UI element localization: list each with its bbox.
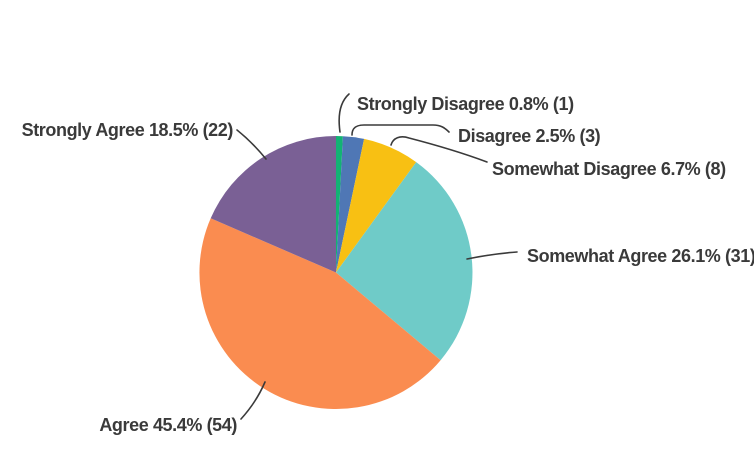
slice-label-somewhat-disagree: Somewhat Disagree 6.7% (8) (492, 159, 726, 179)
leader-line-agree (240, 381, 266, 420)
pie-slice-strongly-disagree (336, 136, 343, 273)
slice-label-somewhat-agree: Somewhat Agree 26.1% (31) (527, 246, 754, 266)
pie-slice-agree (199, 218, 441, 410)
pie-slice-disagree (336, 136, 365, 273)
slice-label-agree: Agree 45.4% (54) (99, 415, 237, 435)
pie-slices-group (199, 135, 473, 410)
pie-slice-somewhat-disagree (336, 138, 417, 273)
slice-label-strongly-disagree: Strongly Disagree 0.8% (1) (357, 94, 574, 114)
leader-line-somewhat-agree (466, 251, 518, 260)
slice-label-disagree: Disagree 2.5% (3) (458, 126, 601, 146)
pie-slice-somewhat-agree (336, 162, 473, 361)
leader-line-strongly-disagree (338, 93, 350, 133)
leader-line-somewhat-disagree (390, 136, 488, 163)
slice-label-strongly-agree: Strongly Agree 18.5% (22) (21, 120, 234, 140)
leader-line-strongly-agree (236, 129, 267, 160)
pie-slice-strongly-agree (210, 135, 336, 273)
leader-line-disagree (351, 124, 450, 136)
